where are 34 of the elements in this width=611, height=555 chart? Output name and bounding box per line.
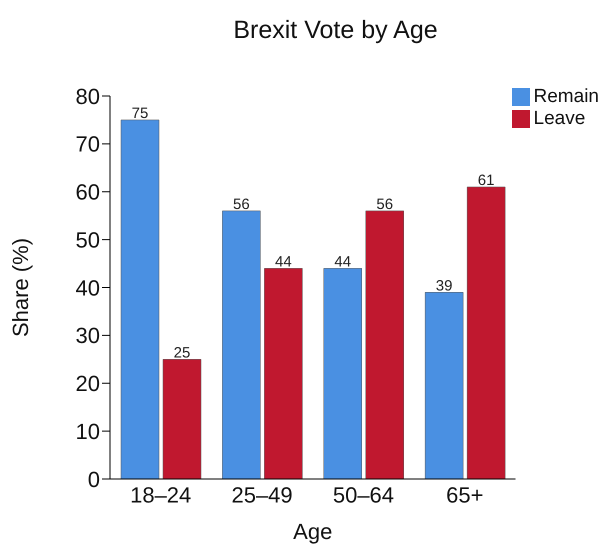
y-tick-label: 30 [76,323,100,348]
legend-label: Remain [534,86,599,108]
chart-title: Brexit Vote by Age [232,16,439,45]
bar [324,268,362,479]
y-tick-label: 0 [88,466,100,492]
bar [424,292,464,479]
y-tick-label: 10 [76,418,100,444]
data-label: 25 [174,344,190,362]
data-label: 44 [334,253,352,270]
bar [264,268,303,479]
y-tick-label: 70 [76,132,100,157]
bar [162,359,202,479]
data-label: 75 [132,104,148,122]
y-tick-label: 40 [76,275,100,300]
legend-label: Leave [534,108,586,130]
data-label: 44 [275,253,292,270]
y-tick-label: 80 [76,84,100,109]
x-axis-title: Age [293,519,332,544]
y-tick-label: 50 [76,227,100,252]
bar [120,120,160,479]
y-axis-title: Share (%) [8,238,33,338]
y-tick-label: 60 [76,180,100,205]
x-tick-label: 25–49 [231,482,293,508]
x-tick-label: 50–64 [332,482,394,508]
data-label: 56 [376,196,394,213]
data-label: 61 [478,172,494,189]
bar [466,186,506,479]
y-tick-label: 20 [76,371,100,396]
bar [222,210,261,479]
data-label: 56 [233,196,250,213]
data-label: 39 [436,277,452,294]
x-tick-label: 65+ [446,482,484,508]
bar [366,210,404,479]
x-tick-label: 18–24 [130,482,192,508]
